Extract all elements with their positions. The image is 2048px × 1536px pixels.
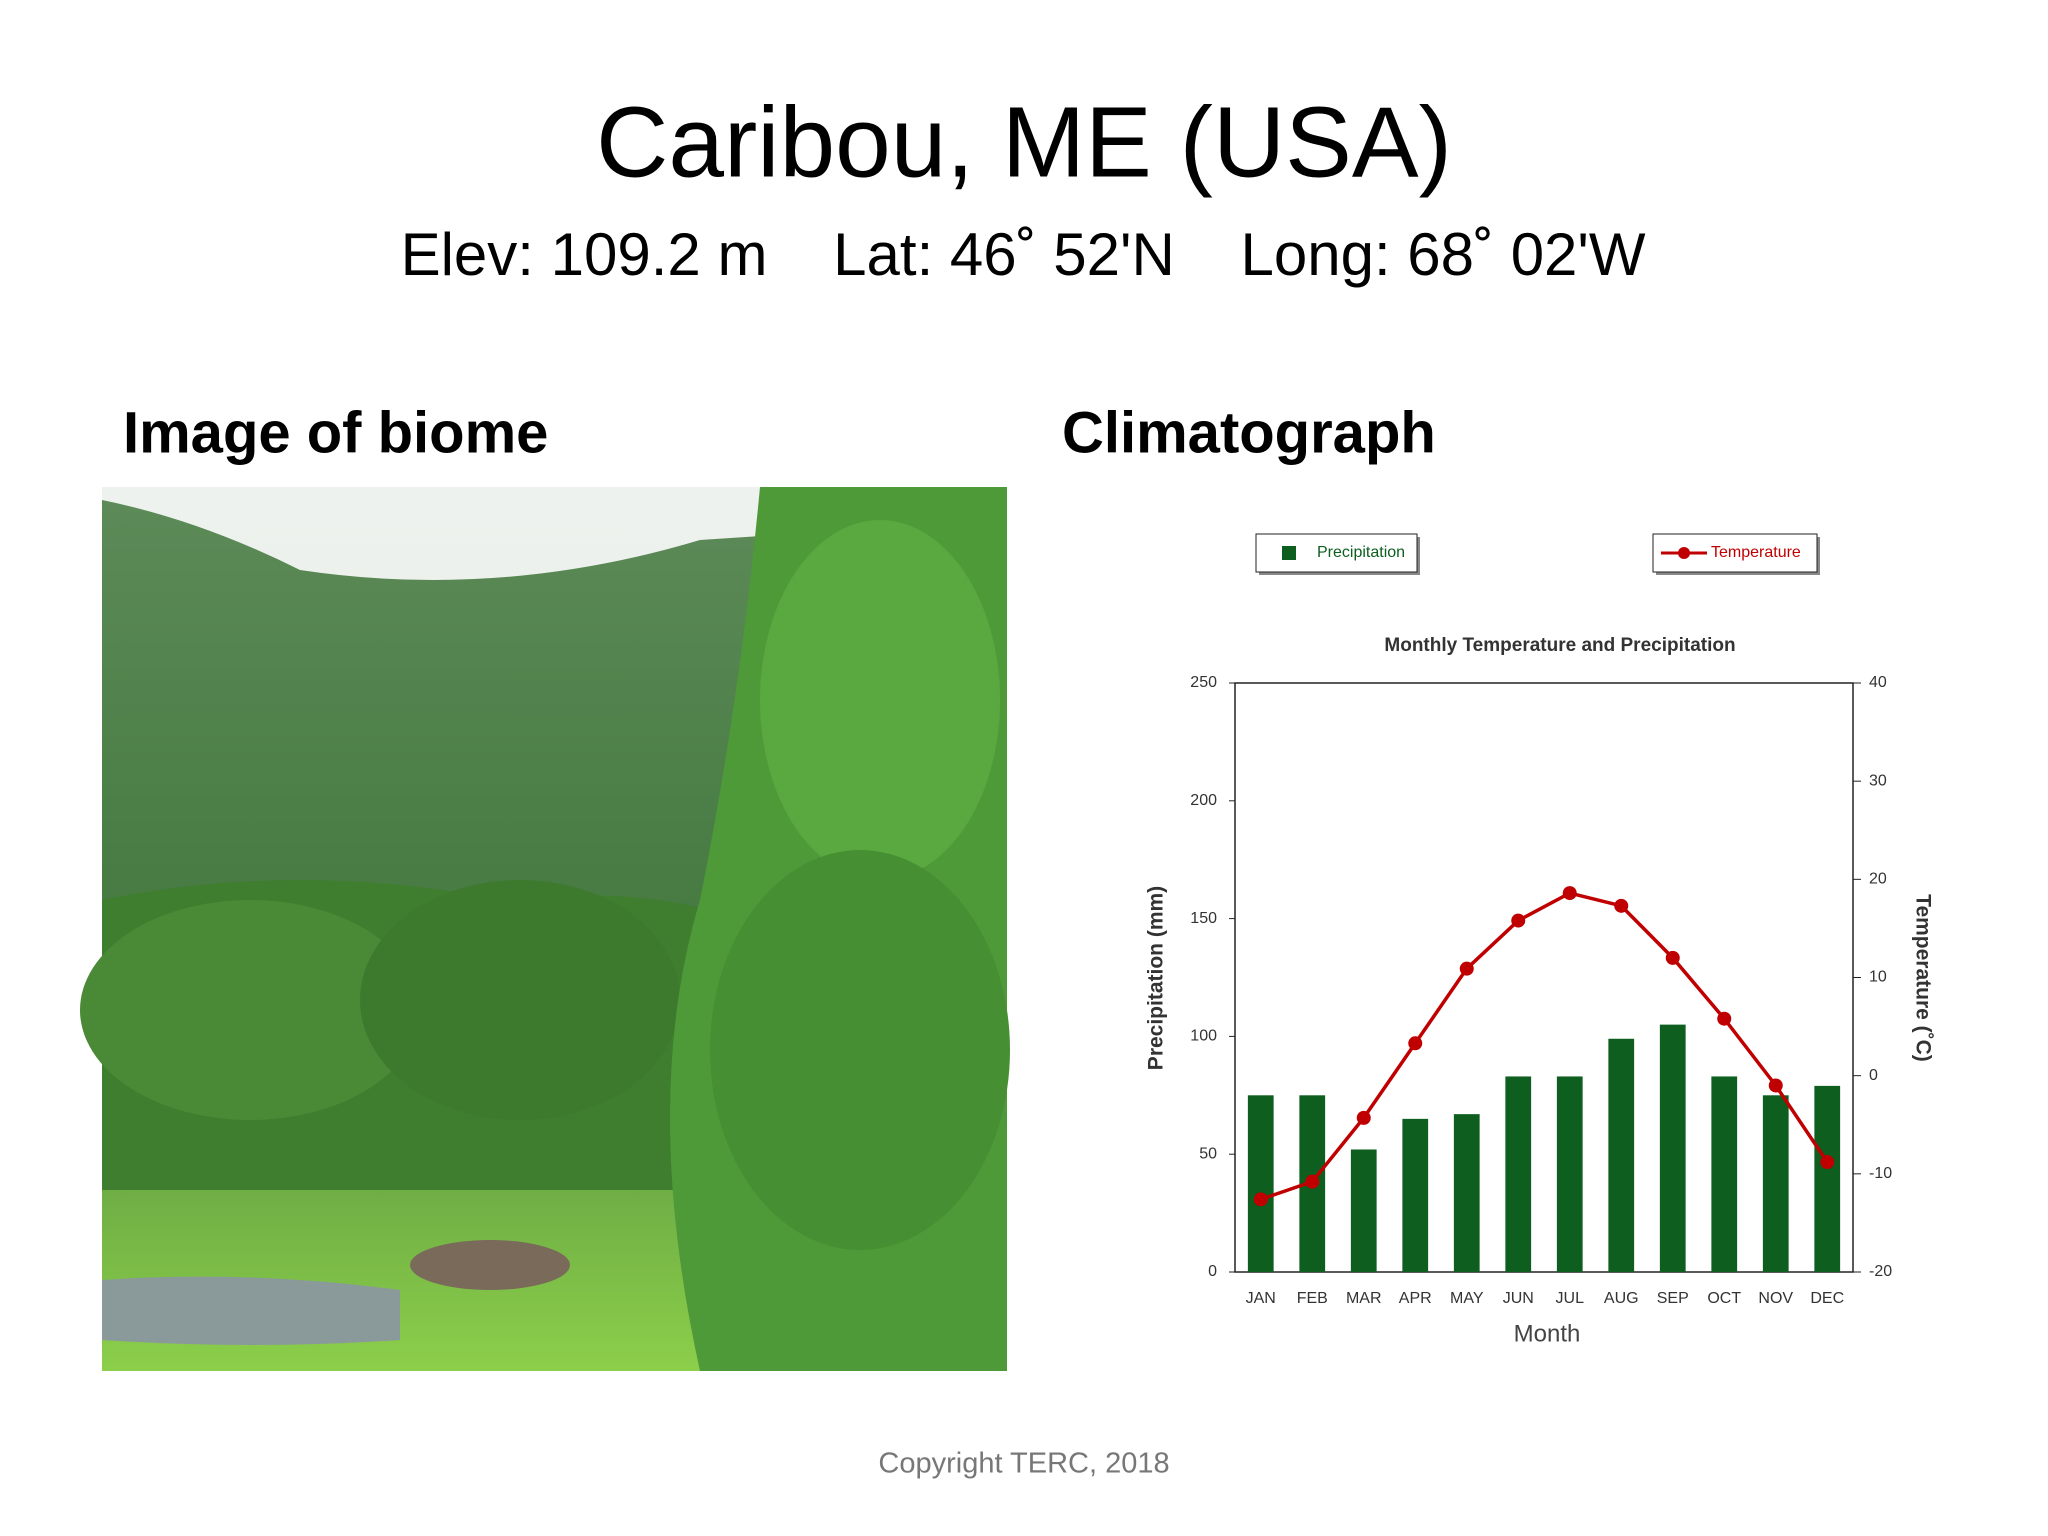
heading: Climatograph xyxy=(1062,400,1436,465)
x-tick-label: AUG xyxy=(1604,1290,1639,1307)
bar xyxy=(1711,1076,1738,1272)
line-point xyxy=(1511,913,1526,928)
chart-title: Monthly Temperature and Precipitation xyxy=(1384,635,1735,656)
line-point xyxy=(1768,1078,1783,1093)
bar xyxy=(1814,1085,1841,1272)
y2-tick-label: 0 xyxy=(1869,1067,1878,1084)
x-tick-label: JUL xyxy=(1556,1290,1585,1307)
line xyxy=(1260,891,1829,1202)
line-point xyxy=(1717,1011,1732,1026)
bar xyxy=(1505,1076,1532,1272)
line-point xyxy=(1305,1174,1320,1189)
bar xyxy=(1247,1095,1274,1272)
y-tick-label: 150 xyxy=(1190,910,1217,927)
line-point xyxy=(1614,898,1629,913)
bar xyxy=(1762,1095,1789,1272)
heading: Image of biome xyxy=(123,400,548,465)
y2-tick-label: 30 xyxy=(1869,772,1887,789)
legend-marker xyxy=(1678,547,1690,559)
subtitle-part: Elev: 109.2 m xyxy=(401,221,768,288)
footer: Copyright TERC, 2018 xyxy=(878,1448,1169,1480)
line-point xyxy=(1459,961,1474,976)
y2-tick-label: 20 xyxy=(1869,871,1887,888)
y-tick-label: 100 xyxy=(1190,1028,1217,1045)
bar xyxy=(1556,1076,1583,1272)
y2-axis-label: Temperature (˚C) xyxy=(1911,894,1934,1062)
y-tick-label: 0 xyxy=(1208,1263,1217,1280)
line-point xyxy=(1820,1155,1835,1170)
y2-tick-label: 10 xyxy=(1869,969,1887,986)
x-tick-label: FEB xyxy=(1297,1290,1328,1307)
x-axis-label: Month xyxy=(1514,1320,1581,1347)
line-point xyxy=(1253,1192,1268,1207)
x-tick-label: MAY xyxy=(1450,1290,1484,1307)
legend-label: Precipitation xyxy=(1317,544,1405,561)
y-tick-label: 200 xyxy=(1190,792,1217,809)
bar xyxy=(1659,1024,1686,1272)
plot-frame xyxy=(1234,682,1854,1273)
y-axis-label: Precipitation (mm) xyxy=(1145,886,1168,1070)
x-tick-label: MAR xyxy=(1346,1290,1382,1307)
slide-title: Caribou, ME (USA) xyxy=(596,86,1452,198)
subtitle-part: Long: 68˚ 02'W xyxy=(1240,221,1645,288)
x-tick-label: OCT xyxy=(1707,1290,1741,1307)
y2-tick-label: -20 xyxy=(1869,1263,1892,1280)
x-tick-label: JAN xyxy=(1246,1290,1276,1307)
x-tick-label: SEP xyxy=(1657,1290,1689,1307)
legend-marker xyxy=(1282,546,1296,560)
y-tick-label: 50 xyxy=(1199,1145,1217,1162)
bar xyxy=(1608,1038,1635,1272)
bar xyxy=(1350,1149,1377,1272)
x-tick-label: DEC xyxy=(1810,1290,1844,1307)
line-point xyxy=(1562,886,1577,901)
x-tick-label: JUN xyxy=(1503,1290,1534,1307)
biome-photo xyxy=(80,487,1010,1371)
x-tick-label: APR xyxy=(1399,1290,1432,1307)
y2-tick-label: 40 xyxy=(1869,674,1887,691)
y2-tick-label: -10 xyxy=(1869,1165,1892,1182)
y-tick-label: 250 xyxy=(1190,674,1217,691)
climatograph: Monthly Temperature and Precipitation Mo… xyxy=(1145,635,1935,1347)
subtitle-part: Lat: 46˚ 52'N xyxy=(833,221,1175,288)
legend-label: Temperature xyxy=(1711,544,1801,561)
line-point xyxy=(1356,1110,1371,1125)
line-point xyxy=(1665,950,1680,965)
bar xyxy=(1402,1118,1429,1272)
bar xyxy=(1453,1114,1480,1272)
line-point xyxy=(1408,1036,1423,1051)
x-tick-label: NOV xyxy=(1758,1290,1793,1307)
